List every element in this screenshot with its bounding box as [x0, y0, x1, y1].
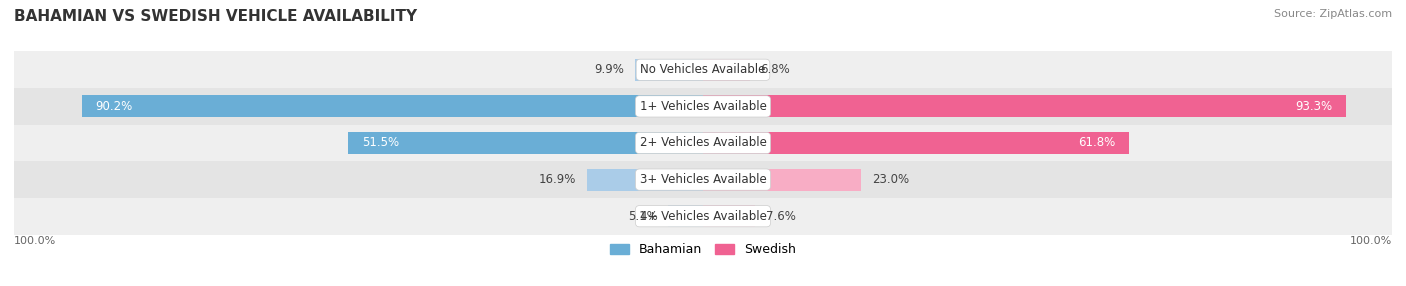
Text: 4+ Vehicles Available: 4+ Vehicles Available: [640, 210, 766, 223]
Text: 3+ Vehicles Available: 3+ Vehicles Available: [640, 173, 766, 186]
Bar: [349, 132, 703, 154]
Bar: [82, 96, 703, 117]
Bar: [668, 205, 703, 227]
Text: 5.1%: 5.1%: [628, 210, 658, 223]
Text: BAHAMIAN VS SWEDISH VEHICLE AVAILABILITY: BAHAMIAN VS SWEDISH VEHICLE AVAILABILITY: [14, 9, 418, 23]
Text: 2+ Vehicles Available: 2+ Vehicles Available: [640, 136, 766, 150]
Text: No Vehicles Available: No Vehicles Available: [640, 63, 766, 76]
Bar: [703, 205, 755, 227]
Text: 23.0%: 23.0%: [872, 173, 908, 186]
Bar: [14, 161, 1392, 198]
Text: 90.2%: 90.2%: [96, 100, 132, 113]
Text: Source: ZipAtlas.com: Source: ZipAtlas.com: [1274, 9, 1392, 19]
Text: 100.0%: 100.0%: [14, 236, 56, 246]
Text: 6.8%: 6.8%: [761, 63, 790, 76]
Bar: [703, 59, 749, 81]
Text: 7.6%: 7.6%: [766, 210, 796, 223]
Legend: Bahamian, Swedish: Bahamian, Swedish: [606, 238, 800, 261]
Bar: [14, 198, 1392, 235]
Text: 9.9%: 9.9%: [595, 63, 624, 76]
Text: 100.0%: 100.0%: [1350, 236, 1392, 246]
Bar: [14, 88, 1392, 125]
Text: 93.3%: 93.3%: [1295, 100, 1331, 113]
Bar: [14, 125, 1392, 161]
Text: 51.5%: 51.5%: [361, 136, 399, 150]
Bar: [634, 59, 703, 81]
Text: 1+ Vehicles Available: 1+ Vehicles Available: [640, 100, 766, 113]
Bar: [14, 51, 1392, 88]
Bar: [703, 132, 1129, 154]
Text: 16.9%: 16.9%: [538, 173, 576, 186]
Bar: [703, 96, 1346, 117]
Bar: [586, 169, 703, 190]
Bar: [703, 169, 862, 190]
Text: 61.8%: 61.8%: [1078, 136, 1115, 150]
